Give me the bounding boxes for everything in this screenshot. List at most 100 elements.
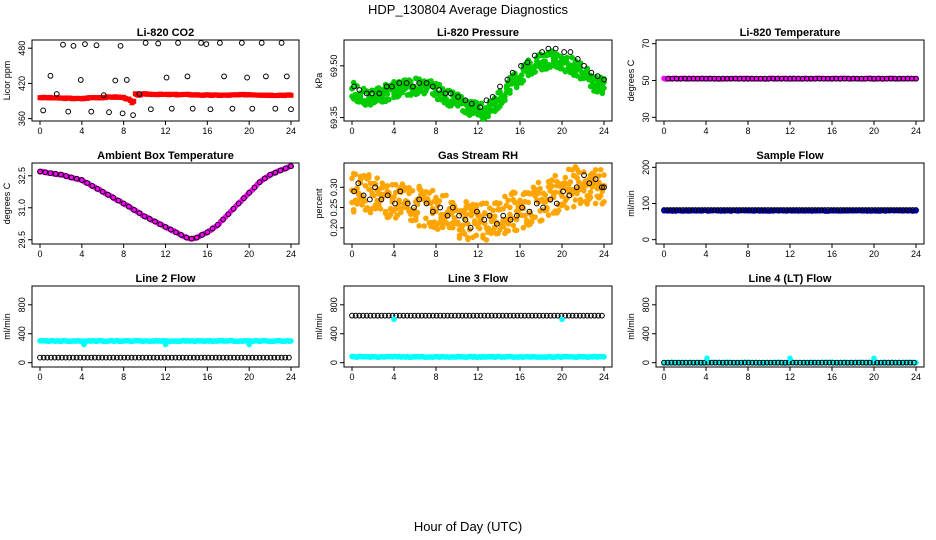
data-point — [168, 105, 175, 112]
data-point — [770, 75, 777, 82]
data-point — [234, 354, 241, 361]
data-point — [416, 223, 423, 229]
data-point — [455, 93, 461, 100]
data-point — [436, 81, 443, 88]
data-point — [238, 354, 245, 361]
y-tick-label: 200 — [641, 160, 651, 175]
data-point — [569, 312, 576, 319]
data-point — [694, 359, 700, 366]
data-point — [796, 207, 803, 213]
data-point — [738, 359, 745, 366]
data-point — [146, 216, 153, 222]
data-point — [690, 75, 697, 82]
data-point — [201, 354, 208, 361]
data-point — [128, 354, 135, 361]
data-point — [163, 74, 170, 81]
data-point — [892, 75, 898, 82]
data-point — [82, 41, 88, 48]
data-point — [877, 359, 884, 366]
series-black — [40, 40, 294, 119]
data-point — [77, 354, 84, 361]
data-point — [846, 207, 853, 213]
data-point — [811, 359, 818, 366]
data-point — [852, 359, 858, 366]
x-tick-label: 12 — [160, 372, 170, 382]
data-point — [473, 99, 480, 106]
data-point — [124, 354, 131, 361]
data-point — [431, 219, 438, 225]
data-point — [753, 75, 760, 82]
data-point — [447, 90, 454, 97]
data-point — [256, 179, 263, 186]
data-point — [683, 207, 689, 213]
data-point — [833, 75, 840, 82]
data-point — [404, 312, 411, 319]
data-point — [513, 227, 520, 234]
data-point — [110, 194, 117, 201]
data-point — [481, 216, 488, 223]
data-point — [766, 75, 772, 82]
data-point — [146, 354, 153, 361]
data-point — [448, 102, 454, 109]
x-tick-label: 0 — [349, 126, 354, 136]
data-point — [755, 207, 762, 213]
data-point — [540, 204, 546, 211]
data-point — [732, 75, 739, 82]
data-point — [879, 75, 886, 82]
data-point — [545, 212, 552, 218]
data-point — [884, 207, 891, 213]
data-point — [672, 359, 678, 366]
data-point — [278, 40, 285, 46]
data-point — [483, 237, 490, 243]
data-point — [246, 341, 252, 348]
data-point — [728, 75, 735, 82]
x-tick-label: 16 — [827, 249, 837, 259]
data-point — [450, 224, 456, 231]
data-point — [529, 312, 535, 319]
data-point — [564, 205, 570, 211]
data-point — [283, 73, 290, 80]
x-tick-label: 8 — [433, 126, 438, 136]
data-point — [778, 75, 785, 82]
panel-3: Ambient Box Temperature degrees C 0 4 8 12 16 2… — [2, 150, 300, 259]
y-tick-label: 480 — [17, 41, 27, 56]
data-point — [106, 109, 112, 116]
data-point — [84, 354, 91, 361]
data-point — [480, 232, 486, 239]
panel-title: Line 4 (LT) Flow — [749, 273, 832, 285]
data-point — [797, 359, 803, 366]
data-point — [404, 200, 411, 207]
data-point — [429, 83, 436, 90]
y-axis-label: degrees C — [626, 59, 636, 101]
x-tick-label: 8 — [745, 126, 750, 136]
x-tick-label: 24 — [911, 372, 921, 382]
data-point — [587, 312, 594, 319]
data-point — [413, 217, 419, 223]
data-point — [701, 359, 708, 366]
panel-5: Sample Flow ml/min 0 4 8 12 16 20 24 0 100 200 — [626, 150, 925, 259]
data-point — [52, 171, 59, 177]
data-point — [531, 52, 538, 59]
data-point — [271, 354, 278, 361]
data-point — [93, 42, 100, 49]
data-point — [733, 207, 740, 213]
data-point — [136, 210, 143, 216]
data-point — [209, 354, 215, 361]
data-point — [787, 207, 793, 213]
data-point — [727, 207, 734, 213]
x-tick-label: 8 — [433, 372, 438, 382]
data-point — [821, 207, 828, 213]
data-point — [841, 75, 848, 82]
data-point — [253, 354, 259, 361]
data-point — [581, 188, 587, 194]
data-point — [547, 196, 554, 203]
x-tick-label: 4 — [391, 372, 396, 382]
data-point — [51, 354, 58, 361]
data-point — [349, 312, 355, 319]
data-point — [486, 212, 493, 219]
data-point — [707, 75, 714, 82]
series-cyan — [37, 337, 294, 345]
data-point — [865, 207, 872, 213]
data-point — [592, 176, 599, 183]
